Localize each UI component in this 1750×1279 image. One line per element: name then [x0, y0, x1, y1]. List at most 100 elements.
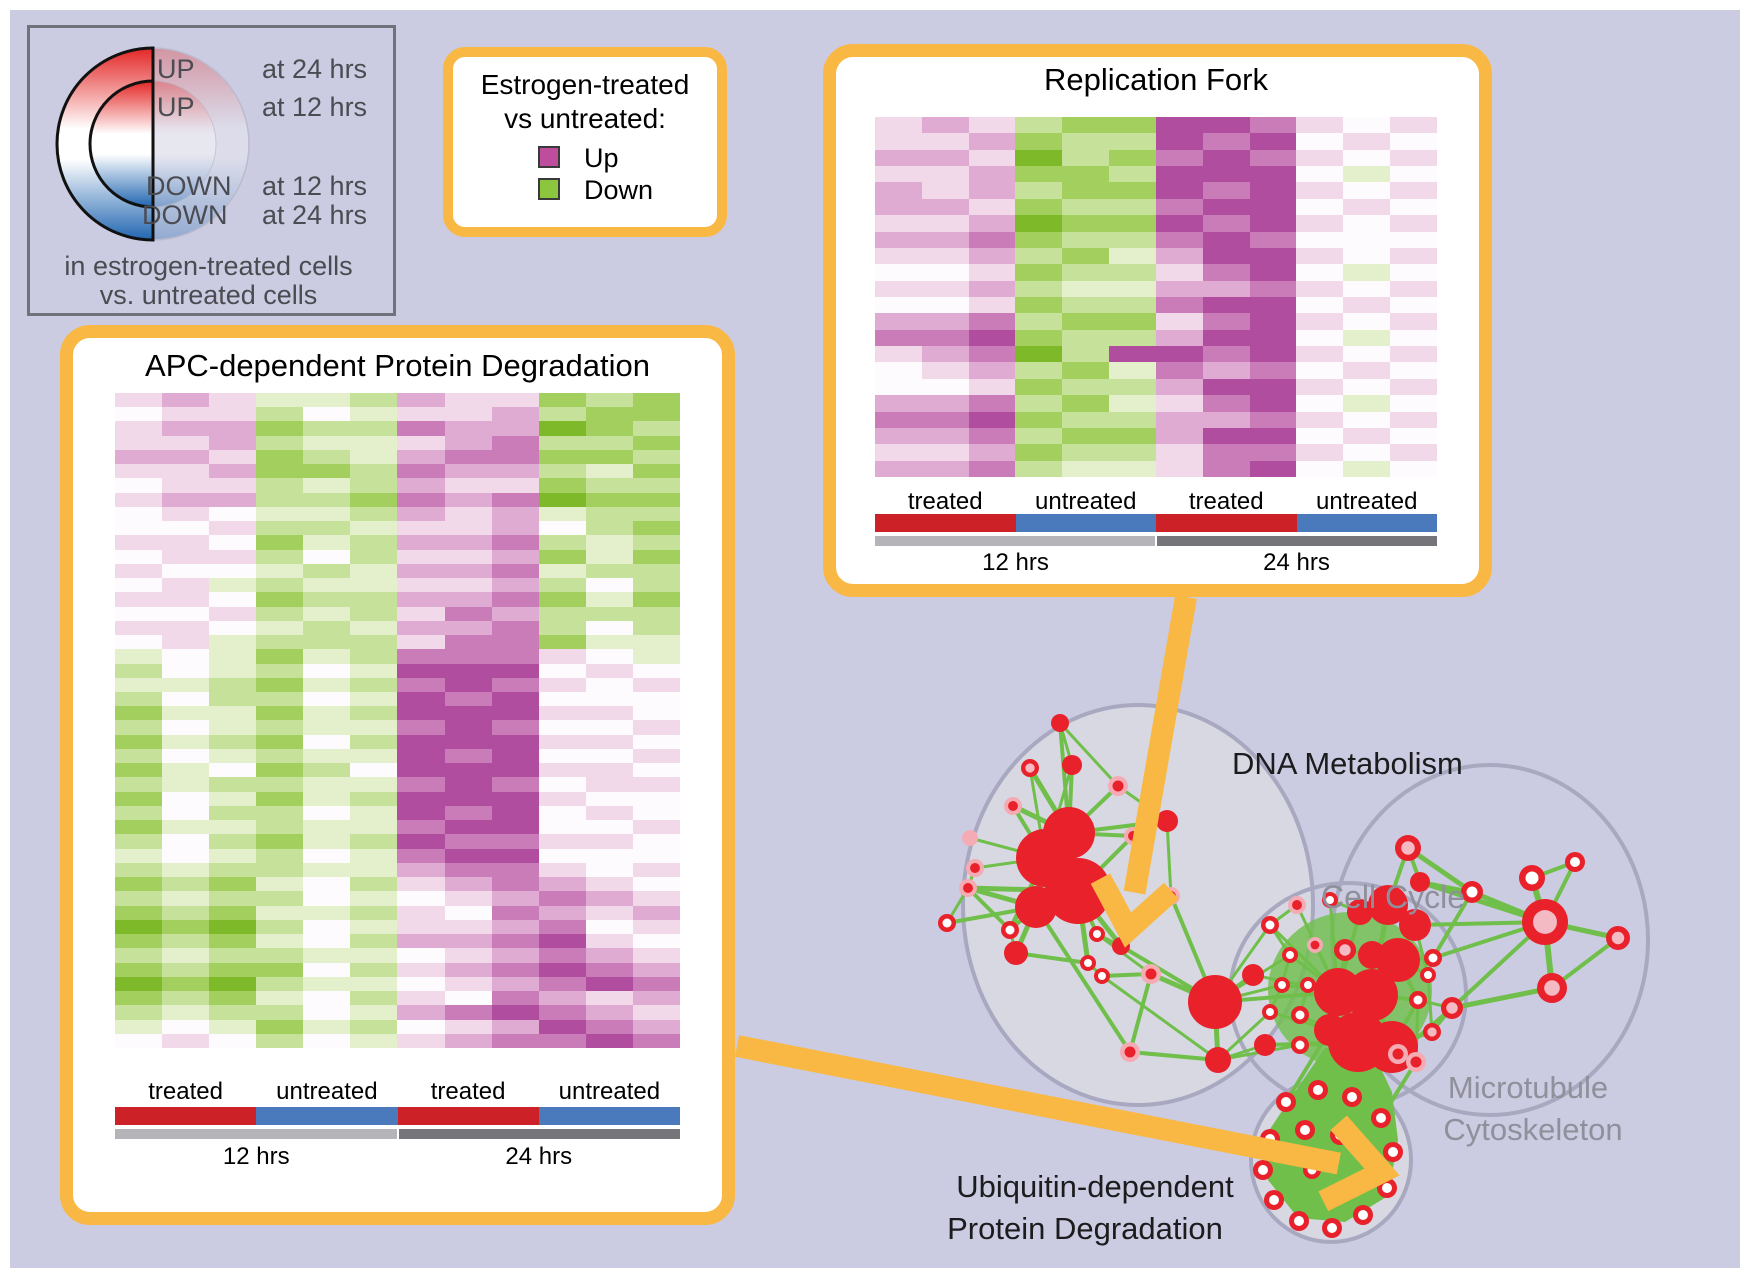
heatmap-cell — [491, 763, 539, 778]
heatmap-cell — [1296, 133, 1344, 150]
heatmap-cell — [1062, 280, 1110, 297]
heatmap-cell — [585, 563, 633, 579]
heatmap-cell — [1015, 378, 1063, 396]
heatmap-cell — [444, 677, 492, 693]
heatmap-cell — [1249, 427, 1297, 445]
heatmap-cell — [303, 620, 351, 636]
heatmap-cell — [491, 805, 539, 821]
heatmap-cell — [115, 449, 163, 465]
heatmap-cell — [397, 748, 445, 764]
rf-group-label: untreated — [1316, 488, 1418, 515]
heatmap-cell — [632, 649, 680, 664]
heatmap-cell — [1202, 378, 1250, 396]
heatmap-cell — [1390, 444, 1437, 461]
rf-time-label: 12 hrs — [982, 549, 1049, 576]
heatmap-cell — [115, 891, 163, 906]
heatmap-cell — [875, 427, 922, 445]
heatmap-cell — [1343, 166, 1391, 183]
heatmap-cell — [444, 549, 492, 564]
heatmap-cell — [1155, 411, 1203, 428]
up-swatch-label: Up — [584, 143, 619, 173]
heatmap-cell — [875, 198, 922, 216]
heatmap-cell — [115, 421, 163, 436]
heatmap-cell — [875, 215, 922, 232]
heatmap-cell — [115, 620, 163, 636]
heatmap-cell — [585, 506, 633, 522]
heatmap-cell — [397, 563, 445, 579]
heatmap-cell — [968, 166, 1016, 183]
heatmap-cell — [538, 848, 586, 863]
heatmap-cell — [1296, 427, 1344, 445]
heatmap-cell — [1062, 444, 1110, 461]
heatmap-cell — [444, 706, 492, 721]
heatmap-cell — [1249, 264, 1297, 281]
heatmap-cell — [968, 247, 1016, 265]
heatmap-cell — [1249, 247, 1297, 265]
heatmap-cell — [397, 464, 445, 479]
heatmap-cell — [444, 905, 492, 920]
heatmap-cell — [632, 805, 680, 821]
heatmap-cell — [115, 763, 163, 778]
heatmap-cell — [875, 460, 922, 477]
heatmap-cell — [162, 492, 210, 507]
heatmap-cell — [397, 649, 445, 664]
heatmap-cell — [1109, 395, 1156, 412]
heatmap-cell — [209, 393, 257, 408]
heatmap-cell — [1062, 149, 1110, 167]
heatmap-cell — [162, 606, 210, 621]
heatmap-cell — [256, 563, 304, 579]
heatmap-cell — [303, 777, 351, 792]
heatmap-cell — [444, 393, 492, 408]
heatmap-cell — [1109, 280, 1156, 297]
heatmap-cell — [921, 427, 969, 445]
heatmap-cell — [397, 862, 445, 878]
heatmap-cell — [162, 763, 210, 778]
heatmap-cell — [1296, 198, 1344, 216]
estrogen-legend-box — [443, 47, 727, 237]
heatmap-cell — [1296, 460, 1344, 477]
heatmap-cell — [491, 677, 539, 693]
heatmap-cell — [303, 976, 351, 992]
heatmap-cell — [303, 706, 351, 721]
heatmap-cell — [1296, 411, 1344, 428]
heatmap-cell — [1155, 149, 1203, 167]
heatmap-cell — [256, 748, 304, 764]
heatmap-cell — [397, 549, 445, 564]
ring-legend-at12b: at 12 hrs — [262, 171, 368, 201]
heatmap-cell — [397, 478, 445, 493]
heatmap-cell — [397, 734, 445, 749]
heatmap-cell — [875, 133, 922, 150]
heatmap-cell — [162, 720, 210, 735]
heatmap-cell — [444, 1005, 492, 1020]
heatmap-cell — [491, 905, 539, 920]
heatmap-cell — [1015, 427, 1063, 445]
heatmap-cell — [968, 411, 1016, 428]
heatmap-cell — [1249, 329, 1297, 347]
heatmap-cell — [538, 606, 586, 621]
heatmap-cell — [256, 478, 304, 493]
heatmap-cell — [585, 991, 633, 1006]
down-swatch-label: Down — [584, 175, 654, 205]
heatmap-cell — [538, 777, 586, 792]
heatmap-cell — [491, 563, 539, 579]
heatmap-cell — [444, 834, 492, 849]
heatmap-cell — [350, 421, 398, 436]
heatmap-cell — [1343, 231, 1391, 248]
heatmap-cell — [585, 578, 633, 593]
heatmap-cell — [875, 182, 922, 199]
heatmap-cell — [350, 449, 398, 465]
heatmap-cell — [585, 748, 633, 764]
heatmap-cell — [1015, 395, 1063, 412]
heatmap-cell — [491, 991, 539, 1006]
heatmap-cell — [491, 891, 539, 906]
heatmap-cell — [397, 578, 445, 593]
heatmap-cell — [303, 578, 351, 593]
heatmap-cell — [397, 592, 445, 607]
heatmap-cell — [491, 592, 539, 607]
heatmap-cell — [1249, 460, 1297, 477]
heatmap-cell — [1155, 346, 1203, 363]
heatmap-cell — [444, 748, 492, 764]
heatmap-cell — [491, 620, 539, 636]
heatmap-cell — [1343, 444, 1391, 461]
